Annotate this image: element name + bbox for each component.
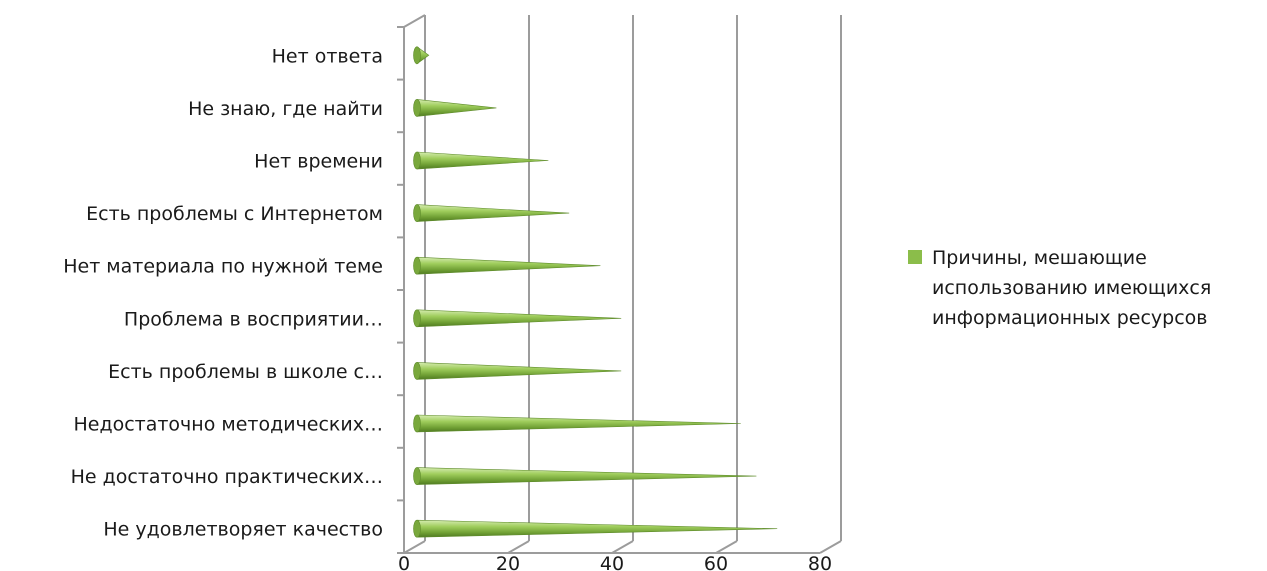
floor-depth-line	[611, 540, 634, 554]
bar	[413, 99, 497, 117]
wall-top-edge	[403, 14, 426, 28]
bar-base	[413, 256, 421, 275]
floor-depth-line	[403, 540, 426, 554]
bar-base	[413, 414, 421, 433]
x-tick-label: 40	[600, 553, 624, 571]
legend-label-line-3: информационных ресурсов	[932, 307, 1207, 329]
category-labels: Не удовлетворяет качество Не достаточно п…	[63, 45, 383, 540]
category-label: Не знаю, где найти	[188, 98, 383, 120]
bar-base	[413, 519, 421, 538]
bar	[413, 151, 549, 170]
x-tick-label: 20	[496, 553, 520, 571]
bar-cone	[416, 414, 741, 433]
category-label: Нет ответа	[272, 45, 383, 67]
category-label: Нет материала по нужной теме	[63, 256, 383, 278]
floor-depth-line	[819, 540, 842, 554]
legend-label-line-2: использованию имеющихся	[932, 277, 1211, 299]
floor-depth-line	[715, 540, 738, 554]
category-label: Не достаточно практических…	[71, 466, 383, 488]
bar-cone	[416, 256, 601, 275]
x-tick-label: 0	[398, 553, 410, 571]
bar-cone	[416, 309, 622, 328]
bar-base	[413, 46, 421, 65]
bar-base	[413, 204, 421, 222]
category-label: Есть проблемы в школе с…	[108, 361, 383, 383]
x-tick-labels: 0 20 40 60 80	[398, 553, 832, 571]
bar-cone	[416, 519, 778, 538]
bar	[413, 204, 570, 222]
bar-cone	[416, 204, 570, 222]
bar-cone	[416, 99, 497, 117]
category-label: Проблема в восприятии…	[124, 308, 383, 330]
bar-cone	[416, 467, 757, 485]
bar-base	[413, 99, 421, 117]
bar-base	[413, 467, 421, 485]
bar-cone	[416, 362, 622, 380]
category-label: Не удовлетворяет качество	[103, 519, 383, 541]
legend: Причины, мешающие использованию имеющихс…	[908, 247, 1211, 329]
bar	[413, 362, 622, 380]
bar	[413, 414, 741, 433]
plot-area	[397, 14, 842, 554]
x-tick-label: 60	[704, 553, 728, 571]
bar-base	[413, 309, 421, 328]
bar	[413, 256, 601, 275]
bars	[413, 46, 778, 538]
category-label: Есть проблемы с Интернетом	[86, 203, 383, 225]
floor-depth-line	[507, 540, 530, 554]
x-tick-label: 80	[808, 553, 832, 571]
category-label: Недостаточно методических…	[73, 414, 383, 436]
bar-base	[413, 362, 421, 380]
bar	[413, 309, 622, 328]
legend-label-line-1: Причины, мешающие	[932, 247, 1147, 269]
category-label: Нет времени	[254, 151, 383, 173]
legend-swatch	[908, 250, 922, 264]
bar	[413, 467, 757, 485]
bar	[413, 46, 430, 65]
bar	[413, 519, 778, 538]
bar-base	[413, 151, 421, 170]
